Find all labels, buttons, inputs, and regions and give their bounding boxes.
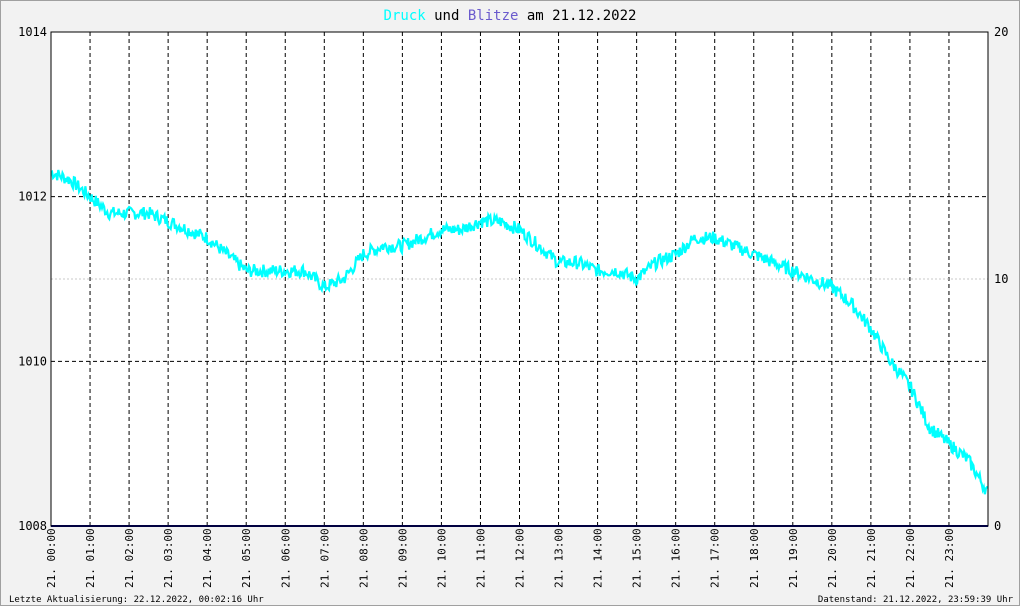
x-tick-label: 21. 10:00 xyxy=(435,528,448,588)
x-tick-label: 21. 12:00 xyxy=(514,528,527,588)
y-left-tick-label: 1012 xyxy=(18,190,47,204)
x-tick-label: 21. 17:00 xyxy=(709,528,722,588)
x-tick-label: 21. 01:00 xyxy=(84,528,97,588)
x-tick-label: 21. 11:00 xyxy=(474,528,487,588)
title-druck: Druck xyxy=(384,8,427,24)
x-tick-label: 21. 06:00 xyxy=(279,528,292,588)
x-tick-label: 21. 03:00 xyxy=(162,528,175,588)
x-tick-label: 21. 07:00 xyxy=(318,528,331,588)
x-tick-label: 21. 00:00 xyxy=(45,528,58,588)
x-tick-label: 21. 22:00 xyxy=(904,528,917,588)
x-tick-label: 21. 23:00 xyxy=(943,528,956,588)
y-right-tick-label: 20 xyxy=(994,25,1008,39)
y-left-tick-label: 1010 xyxy=(18,354,47,368)
y-right-tick-label: 10 xyxy=(994,272,1008,286)
plot-border xyxy=(50,31,989,527)
x-tick-label: 21. 08:00 xyxy=(357,528,370,588)
axes-layer: 21. 00:00 21. 01:00 21. 02:00 21. 03:00 21. … xyxy=(18,25,1008,588)
x-tick-label: 21. 14:00 xyxy=(592,528,605,588)
x-tick-label: 21. 18:00 xyxy=(748,528,761,588)
x-tick-label: 21. 02:00 xyxy=(123,528,136,588)
y-left-tick-label: 1014 xyxy=(18,25,47,39)
series-druck-line xyxy=(50,169,989,495)
x-tick-label: 21. 19:00 xyxy=(787,528,800,588)
y-left-tick-label: 1008 xyxy=(18,519,47,533)
x-tick-label: 21. 21:00 xyxy=(865,528,878,588)
title-blitze: Blitze xyxy=(468,8,519,24)
footer-last-update: Letzte Aktualisierung: 22.12.2022, 00:02… xyxy=(9,595,264,605)
y-right-tick-label: 0 xyxy=(994,519,1001,533)
title-und: und xyxy=(426,8,468,24)
x-tick-label: 21. 16:00 xyxy=(670,528,683,588)
x-tick-label: 21. 09:00 xyxy=(396,528,409,588)
x-tick-label: 21. 20:00 xyxy=(826,528,839,588)
x-tick-label: 21. 05:00 xyxy=(240,528,253,588)
x-tick-label: 21. 13:00 xyxy=(553,528,566,588)
footer-data-status: Datenstand: 21.12.2022, 23:59:39 Uhr xyxy=(818,595,1014,605)
x-tick-label: 21. 15:00 xyxy=(631,528,644,588)
x-tick-label: 21. 04:00 xyxy=(201,528,214,588)
chart-title: Druck und Blitze am 21.12.2022 xyxy=(384,8,637,24)
title-date: am 21.12.2022 xyxy=(518,8,636,24)
